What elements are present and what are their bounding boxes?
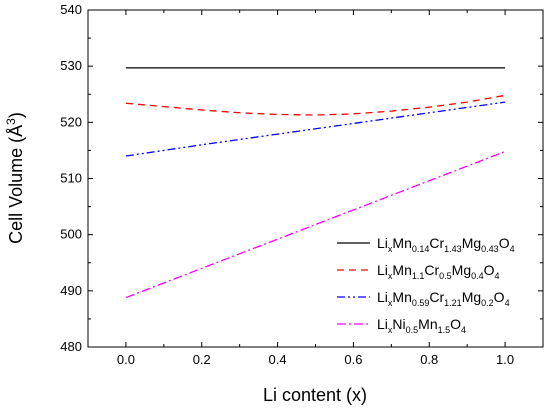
legend-label-4: LixNi0.5Mn1.5O4 [377,316,466,335]
y-axis-label-main: Cell Volume (Å [6,125,26,244]
y-tick-label: 480 [60,339,82,354]
axis-ticks: 480 490 500 510 520 530 540 0.0 0.2 0.4 0.6 0.8 1.0 [60,2,543,367]
x-tick-label: 1.0 [496,352,514,367]
legend-label-2: LixMn1.1Cr0.5Mg0.4O4 [377,262,500,281]
legend: LixMn0.14Cr1.43Mg0.43O4 LixMn1.1Cr0.5Mg0.… [337,235,515,335]
y-axis-label: Cell Volume (Å3) [4,112,26,244]
y-tick-label: 510 [60,171,82,186]
data-lines [125,67,506,299]
legend-label-1: LixMn0.14Cr1.43Mg0.43O4 [377,235,515,254]
y-tick-label: 500 [60,227,82,242]
legend-label-3: LixMn0.59Cr1.21Mg0.2O4 [377,289,510,308]
y-tick-label: 490 [60,283,82,298]
series-line-3 [125,101,506,157]
x-tick-label: 0.2 [193,352,211,367]
y-tick-label: 530 [60,58,82,73]
y-axis-label-superscript: 3 [4,118,18,125]
x-tick-label: 0.0 [117,352,135,367]
x-tick-label: 0.4 [269,352,287,367]
y-axis-label-end: ) [6,112,26,118]
x-tick-label: 0.8 [420,352,438,367]
x-axis-label: Li content (x) [263,385,367,405]
series-line-2 [125,94,506,116]
y-tick-label: 540 [60,2,82,17]
x-tick-label: 0.6 [344,352,362,367]
y-tick-label: 520 [60,114,82,129]
